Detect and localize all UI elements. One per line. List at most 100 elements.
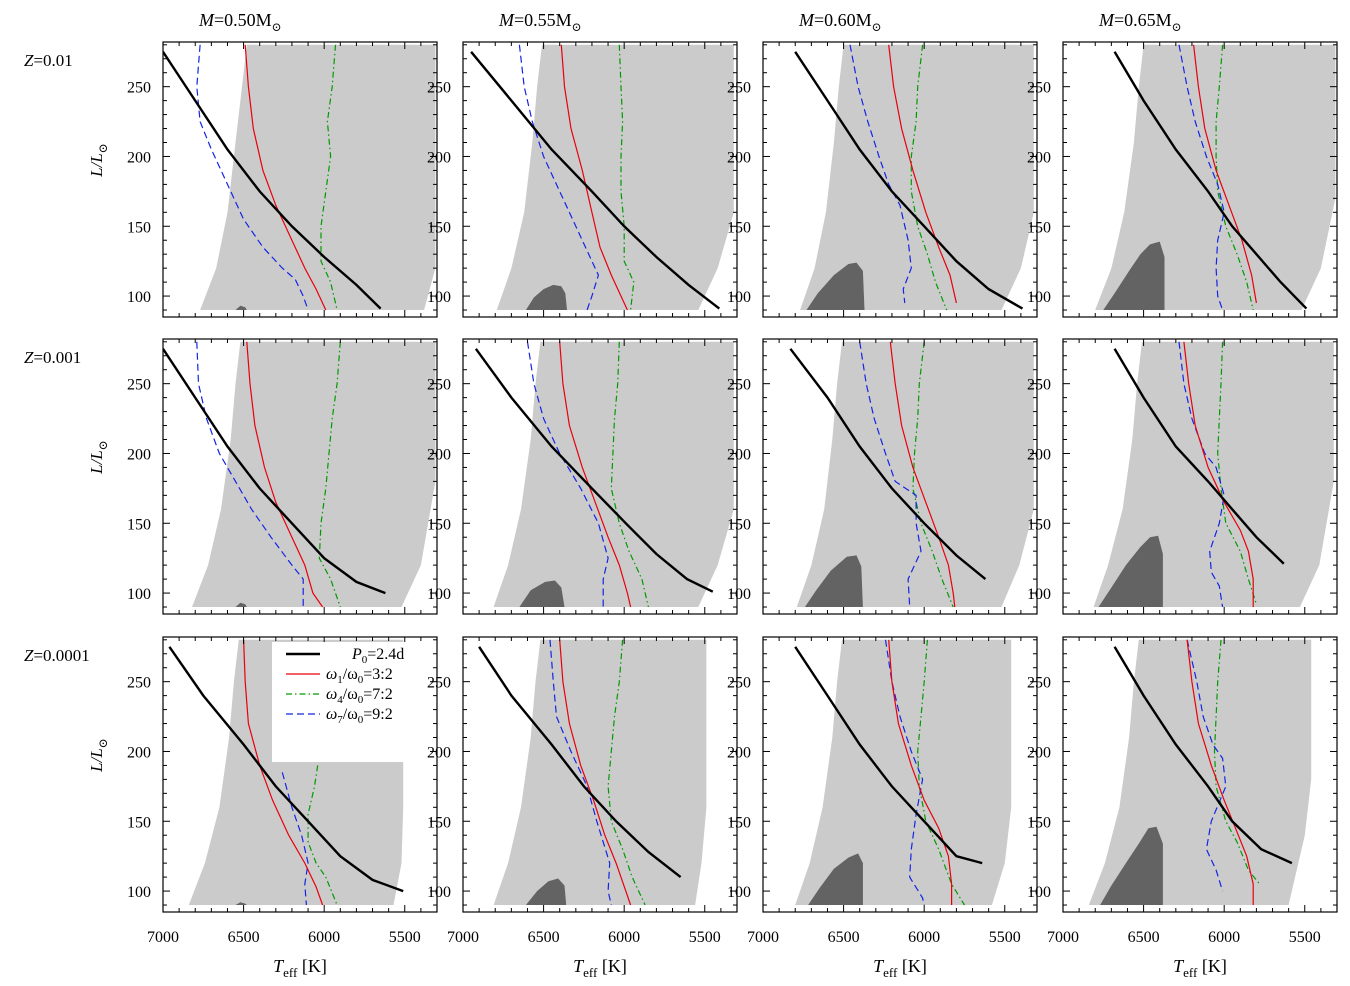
legend-label: ω4/ω0=7:2 (326, 686, 393, 706)
panel: 100 150 200 250 L/L⊙ (87, 338, 438, 615)
y-tick-label: 200 (127, 149, 151, 166)
panel-frame (762, 338, 1038, 615)
overlap-region (235, 902, 247, 905)
resonance-7-2-line (307, 765, 338, 906)
resonance-7-2-line (618, 44, 635, 311)
y-tick-label: 250 (427, 675, 451, 692)
overlap-region (1100, 826, 1163, 905)
period-line (1113, 51, 1308, 310)
y-tick-label: 250 (727, 675, 751, 692)
panel: 100 150 200 250 (1027, 338, 1338, 615)
legend-box (272, 642, 420, 762)
x-tick-label: 6000 (308, 929, 340, 946)
resonance-9-2-line (1178, 341, 1225, 608)
x-tick-label: 5500 (1289, 929, 1321, 946)
column-title: M=0.60M⊙ (798, 10, 882, 34)
panel-frame (162, 338, 438, 615)
instability-strip (493, 639, 707, 905)
resonance-7-2-line (318, 341, 341, 608)
y-tick-label: 100 (1027, 289, 1051, 306)
y-tick-label: 100 (427, 884, 451, 901)
resonance-3-2-line (1186, 639, 1254, 905)
panel-frame (462, 636, 738, 913)
x-axis-title: Teff [K] (873, 956, 927, 980)
period-line (163, 348, 386, 595)
legend-label: ω7/ω0=9:2 (326, 706, 393, 726)
panel-frame (462, 41, 738, 318)
overlap-region (806, 262, 865, 310)
panel: 100 150 200 250 (427, 338, 738, 615)
row-title: Z=0.001 (24, 348, 81, 367)
y-tick-label: 250 (727, 80, 751, 97)
resonance-3-2-line (889, 341, 956, 608)
column-title: M=0.55M⊙ (498, 10, 582, 34)
panel-frame (762, 636, 1038, 913)
y-tick-label: 100 (127, 884, 151, 901)
y-tick-label: 200 (727, 744, 751, 761)
resonance-7-2-line (910, 44, 948, 311)
resonance-9-2-line (859, 341, 922, 608)
overlap-region (804, 555, 863, 607)
y-tick-label: 250 (1027, 377, 1051, 394)
resonance-3-2-line (246, 341, 324, 608)
x-tick-label: 6000 (1208, 929, 1240, 946)
legend-label: ω1/ω0=3:2 (326, 666, 393, 686)
period-line (1113, 348, 1285, 565)
instability-strip (200, 44, 436, 311)
resonance-9-2-line (196, 44, 309, 311)
panels: 100 150 200 250 L/L⊙ 100 150 200 250 100 150 200 250… (87, 41, 1338, 980)
x-tick-label: 7000 (147, 929, 179, 946)
y-tick-label: 150 (727, 814, 751, 831)
period-line (794, 51, 1024, 310)
panel: 100 150 200 250 (727, 338, 1038, 615)
resonance-9-2-line (884, 639, 925, 906)
row-title: Z=0.01 (24, 51, 73, 70)
panel: 100 150 200 250 (1027, 41, 1338, 318)
x-tick-label: 7000 (1047, 929, 1079, 946)
x-tick-label: 5500 (689, 929, 721, 946)
y-tick-label: 200 (1027, 744, 1051, 761)
resonance-7-2-line (610, 341, 649, 608)
x-tick-label: 7000 (447, 929, 479, 946)
resonance-9-2-line (196, 341, 304, 607)
y-tick-label: 100 (427, 586, 451, 603)
y-tick-label: 150 (1027, 516, 1051, 533)
resonance-3-2-line (1183, 341, 1254, 607)
y-tick-label: 150 (727, 516, 751, 533)
y-tick-label: 200 (127, 744, 151, 761)
resonance-7-2-line (1217, 341, 1257, 605)
panel: 100 150 200 250 7000 6500 6000 5500 Teff [K] (1027, 636, 1338, 980)
instability-strip (192, 341, 436, 607)
resonance-3-2-line (1193, 44, 1257, 304)
x-tick-label: 6500 (828, 929, 860, 946)
y-tick-label: 150 (127, 814, 151, 831)
x-tick-label: 6000 (608, 929, 640, 946)
period-line (168, 646, 404, 893)
overlap-region (235, 602, 247, 607)
panel: 100 150 200 250 (427, 41, 738, 318)
y-tick-label: 150 (727, 219, 751, 236)
y-tick-label: 150 (127, 516, 151, 533)
y-tick-label: 250 (727, 377, 751, 394)
y-tick-label: 200 (1027, 446, 1051, 463)
panel: 100 150 200 250 7000 6500 6000 5500 Teff [K] (727, 636, 1038, 980)
resonance-7-2-line (1215, 44, 1254, 311)
y-tick-label: 250 (1027, 80, 1051, 97)
panel-frame (1062, 41, 1338, 318)
period-line (794, 646, 983, 865)
x-tick-label: 5500 (389, 929, 421, 946)
y-tick-label: 100 (127, 586, 151, 603)
overlap-region (235, 305, 247, 310)
y-tick-label: 200 (427, 149, 451, 166)
instability-strip (795, 639, 1012, 905)
y-tick-label: 100 (727, 586, 751, 603)
resonance-3-2-line (243, 639, 324, 906)
panel-frame (462, 338, 738, 615)
resonance-3-2-line (559, 341, 632, 608)
column-titles: M=0.50M⊙ M=0.55M⊙ M=0.60M⊙ M=0.65M⊙ (198, 10, 1182, 34)
y-tick-label: 100 (1027, 884, 1051, 901)
resonance-9-2-line (1178, 44, 1225, 311)
panel: 100 150 200 250 7000 6500 6000 5500 Teff [K] (427, 636, 738, 980)
period-line (1113, 646, 1293, 865)
